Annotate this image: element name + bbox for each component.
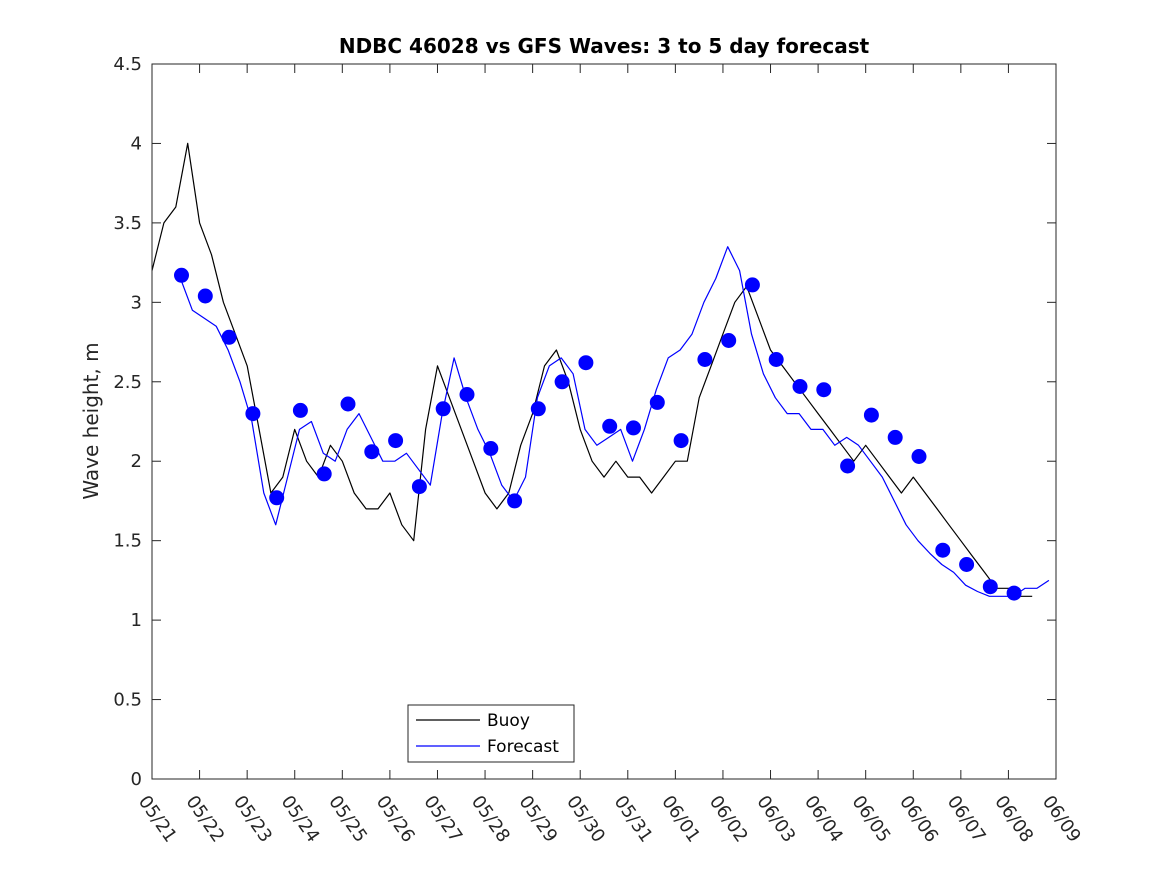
y-tick-label: 0.5 bbox=[113, 690, 142, 711]
legend-box bbox=[407, 704, 575, 763]
forecast-point bbox=[245, 406, 261, 422]
forecast-point bbox=[292, 402, 308, 418]
y-tick-label: 2 bbox=[131, 451, 142, 472]
forecast-point bbox=[411, 479, 427, 495]
y-axis-label: Wave height, m bbox=[79, 342, 103, 499]
y-tick-label: 3 bbox=[131, 292, 142, 313]
forecast-point bbox=[982, 579, 998, 595]
forecast-points-layer bbox=[174, 267, 1022, 601]
forecast-point bbox=[626, 420, 641, 436]
forecast-point bbox=[197, 288, 213, 304]
forecast-point bbox=[744, 277, 760, 293]
chart-title: NDBC 46028 vs GFS Waves: 3 to 5 day fore… bbox=[339, 34, 870, 58]
y-tick-label: 1 bbox=[131, 610, 142, 631]
forecast-point bbox=[1006, 585, 1022, 601]
legend-buoy-label: Buoy bbox=[487, 711, 530, 731]
forecast-point bbox=[673, 433, 689, 449]
forecast-point bbox=[554, 374, 570, 390]
y-tick-label: 2.5 bbox=[113, 372, 142, 393]
y-tick-label: 3.5 bbox=[113, 213, 142, 234]
forecast-point bbox=[316, 466, 332, 482]
legend: Buoy Forecast bbox=[407, 704, 575, 763]
y-tick-label: 4.5 bbox=[113, 54, 142, 75]
forecast-point bbox=[816, 382, 832, 398]
forecast-point bbox=[721, 333, 737, 348]
forecast-series-line bbox=[179, 246, 1050, 597]
forecast-point bbox=[530, 401, 546, 417]
forecast-point bbox=[174, 267, 189, 283]
forecast-point bbox=[887, 429, 903, 445]
forecast-point bbox=[459, 387, 475, 402]
forecast-point bbox=[340, 396, 356, 412]
y-tick-label: 4 bbox=[131, 133, 142, 154]
forecast-point bbox=[697, 352, 713, 367]
legend-forecast-label: Forecast bbox=[487, 737, 559, 757]
y-tick-label: 0 bbox=[131, 769, 142, 790]
forecast-point bbox=[863, 407, 879, 423]
forecast-point bbox=[221, 329, 237, 345]
forecast-point bbox=[435, 401, 451, 417]
forecast-point bbox=[364, 444, 380, 460]
forecast-series-layer bbox=[179, 246, 1050, 597]
plot-frame bbox=[151, 63, 1057, 780]
y-axis: 0 0.5 1 1.5 2 2.5 3 3.5 4 4.5 bbox=[113, 54, 142, 790]
buoy-series-layer bbox=[151, 142, 1033, 597]
buoy-series-line bbox=[151, 142, 1033, 597]
forecast-point bbox=[792, 379, 808, 394]
forecast-point bbox=[483, 441, 499, 456]
forecast-point bbox=[959, 557, 975, 572]
forecast-point bbox=[578, 355, 594, 371]
forecast-point bbox=[388, 433, 404, 449]
forecast-point bbox=[840, 458, 856, 474]
forecast-point bbox=[768, 352, 784, 367]
forecast-point bbox=[911, 449, 927, 464]
forecast-point bbox=[935, 542, 951, 558]
forecast-point bbox=[649, 394, 665, 410]
y-tick-label: 1.5 bbox=[113, 531, 142, 552]
forecast-point bbox=[269, 490, 285, 506]
forecast-point bbox=[602, 418, 618, 434]
forecast-point bbox=[507, 493, 523, 509]
